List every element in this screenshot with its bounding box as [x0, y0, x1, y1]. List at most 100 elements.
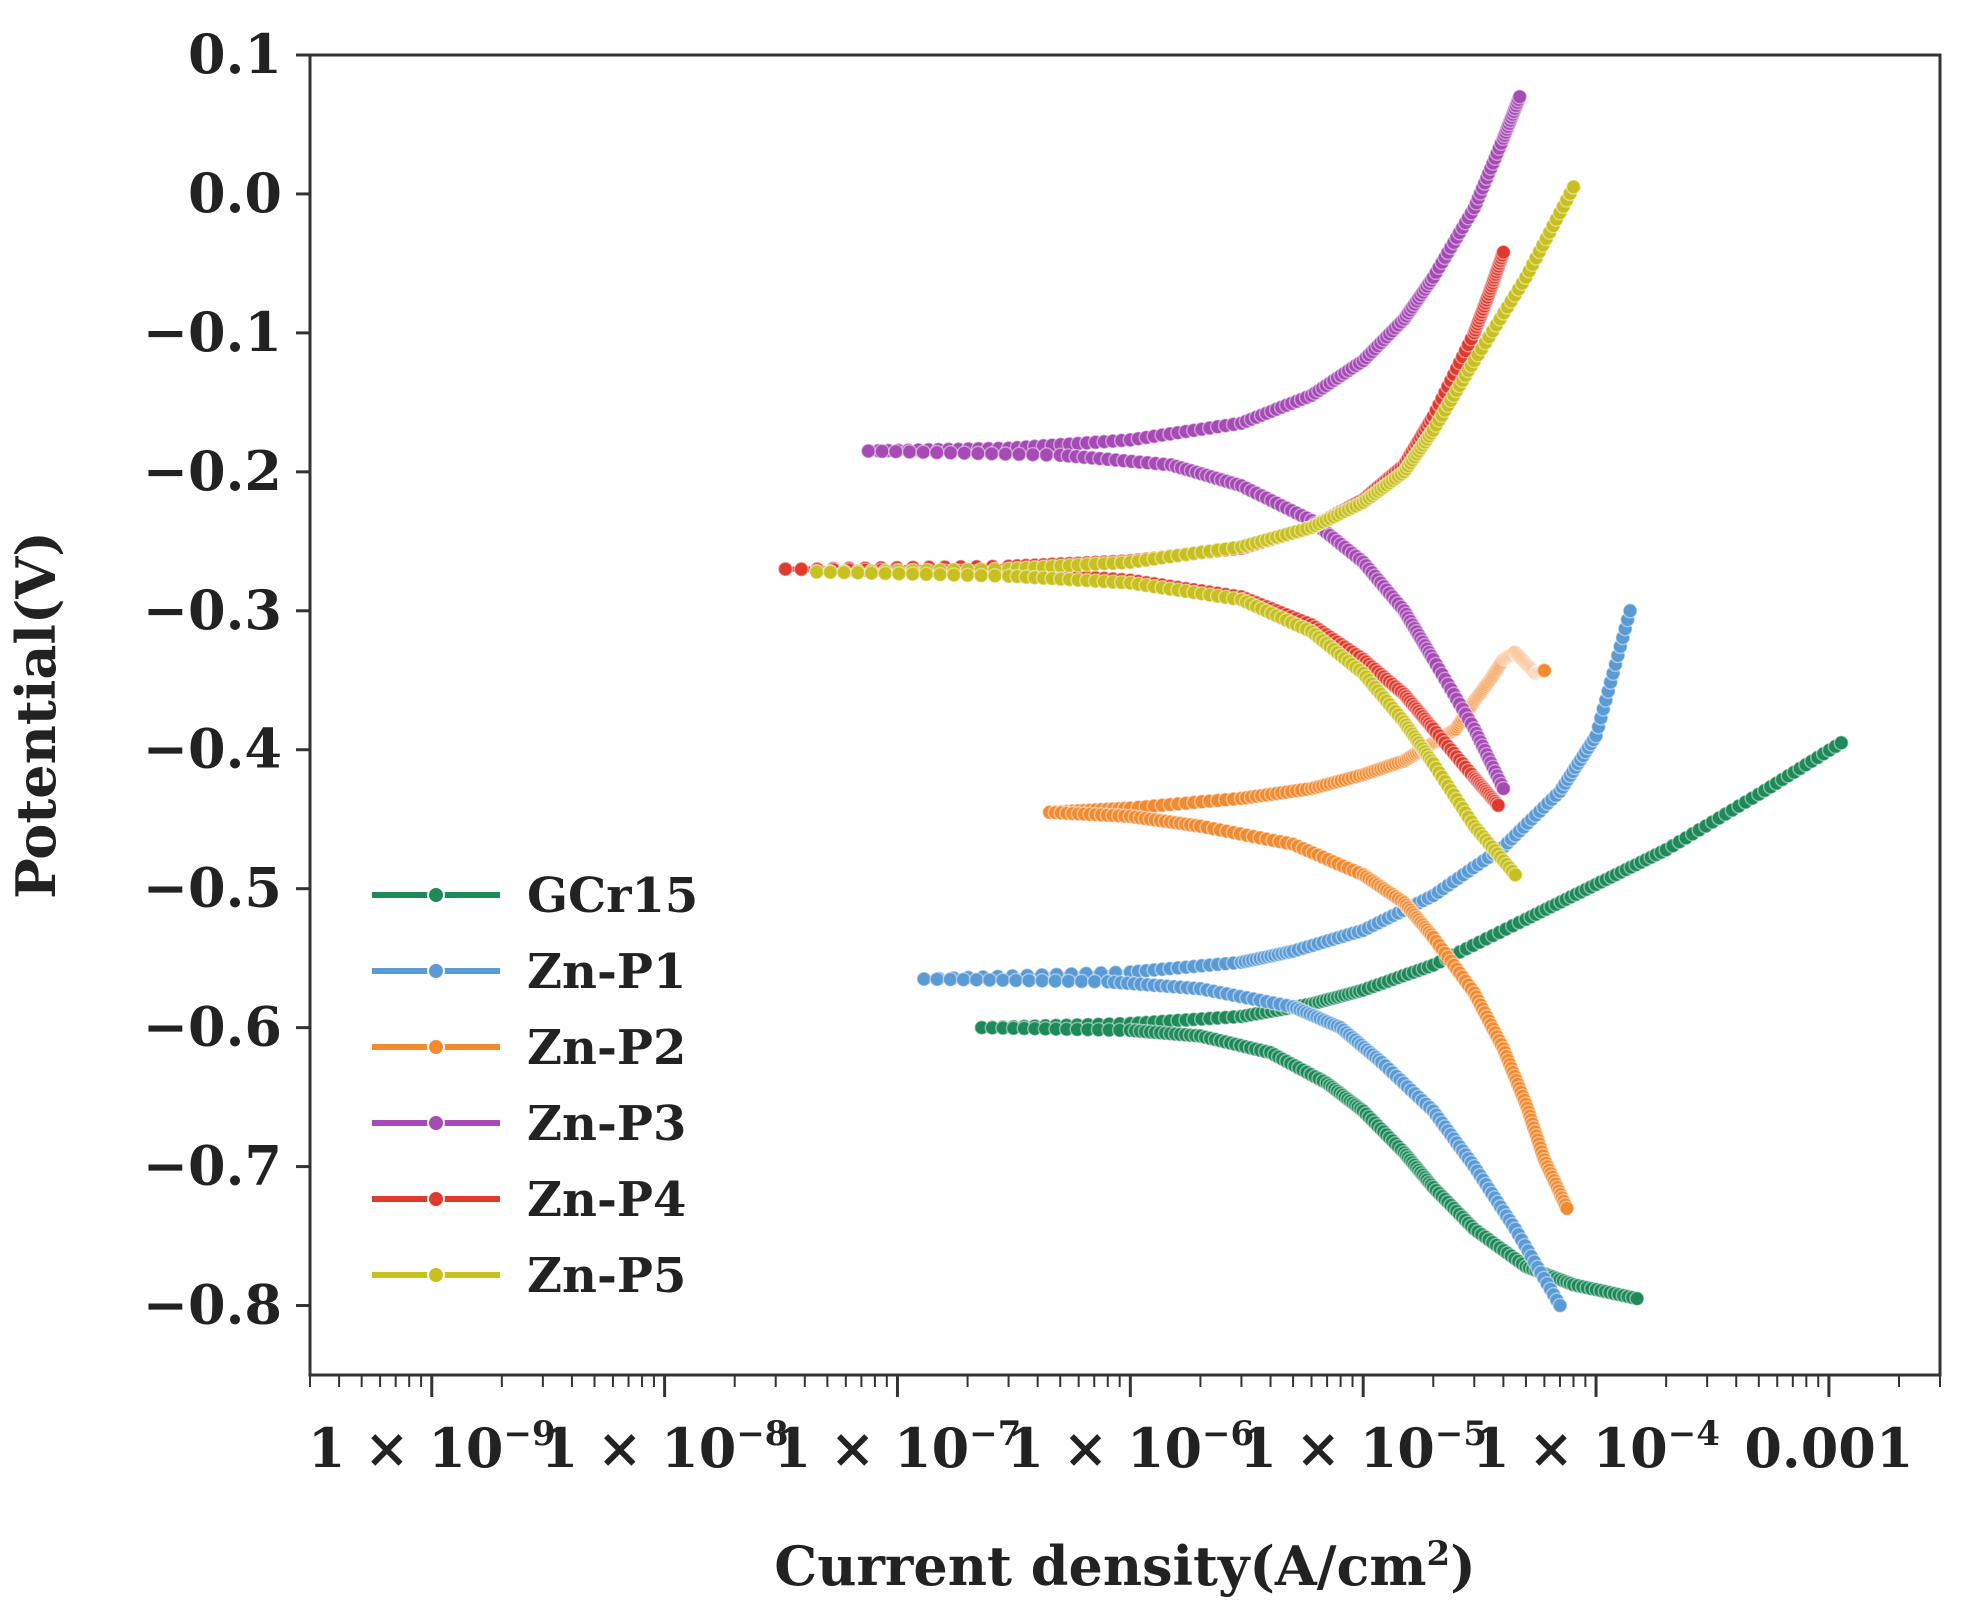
zn-p5-point: [836, 564, 852, 581]
zn-p5-point: [891, 565, 907, 582]
gcr15-point: [1833, 735, 1850, 751]
zn-p3-point: [956, 445, 973, 461]
y-tick-label: −0.7: [143, 1134, 282, 1198]
legend: GCr15 Zn-P1 Zn-P2 Zn-P3 Zn-P4 Zn-P5: [372, 868, 698, 1304]
zn-p1-point: [1021, 972, 1037, 989]
series-zn-p1: [916, 603, 1638, 1314]
zn-p5-point: [808, 564, 825, 580]
zn-p1-point: [1060, 973, 1077, 989]
legend-marker-zn-p3: [427, 1114, 445, 1132]
legend-marker-zn-p2: [427, 1038, 445, 1056]
zn-p3-point: [1025, 446, 1041, 463]
zn-p5-point: [863, 565, 880, 581]
zn-p5-point: [1507, 867, 1524, 883]
x-axis-title: Current density(A/cm2): [774, 1534, 1476, 1598]
zn-p5-point: [918, 566, 935, 583]
zn-p1-point: [1008, 972, 1024, 989]
plot-frame: [308, 53, 1942, 1377]
legend-label-zn-p1: Zn-P1: [527, 944, 686, 1000]
series-zn-p2: [1041, 644, 1575, 1217]
zn-p5-point: [946, 567, 962, 583]
zn-p1-point: [955, 971, 972, 988]
zn-p1-point: [942, 971, 959, 988]
x-tick-exponent: −4: [1668, 1414, 1720, 1454]
legend-label-zn-p5: Zn-P5: [527, 1248, 686, 1304]
zn-p5-point: [959, 567, 976, 583]
x-tick-label: 1 × 10−5: [1239, 1414, 1487, 1480]
zn-p5-point: [822, 564, 839, 580]
zn-p1-point: [981, 972, 998, 988]
zn-p3-point: [915, 444, 931, 460]
zn-p3-point: [942, 445, 959, 461]
y-tick-label: −0.8: [143, 1273, 282, 1337]
zn-p3-point: [929, 444, 945, 461]
y-tick-label: −0.2: [143, 439, 282, 503]
zn-p3-point: [1495, 780, 1512, 797]
y-tick-label: −0.4: [143, 717, 282, 781]
zn-p1-point: [1552, 1297, 1568, 1314]
zn-p1-point: [1086, 973, 1103, 990]
y-tick-label: −0.3: [143, 578, 282, 642]
legend-marker-zn-p1: [427, 962, 445, 980]
legend-label-gcr15: GCr15: [527, 868, 698, 924]
x-tick-exponent: −8: [736, 1414, 788, 1454]
zn-p3-point: [874, 443, 890, 460]
zn-p1-point: [929, 971, 945, 987]
x-tick-label: 1 × 10−8: [541, 1414, 789, 1480]
zn-p1-point: [968, 972, 985, 988]
x-tick-exponent: −5: [1435, 1414, 1487, 1454]
zn-p3-anodic-line: [868, 95, 1523, 454]
y-tick-label: 0.1: [188, 22, 282, 86]
zn-p1-point: [916, 971, 932, 987]
zn-p5-point: [850, 565, 866, 581]
x-tick-label: 1 × 10−4: [1472, 1414, 1720, 1480]
zn-p2-point: [1559, 1200, 1575, 1217]
zn-p1-point: [1622, 603, 1638, 619]
zn-p3-point: [997, 446, 1014, 462]
x-tick-exponent: −7: [969, 1414, 1021, 1454]
zn-p3-point: [1038, 447, 1055, 463]
y-tick-label: −0.6: [143, 995, 282, 1059]
y-axis-title: Potential(V): [4, 531, 68, 899]
series-zn-p5: [808, 179, 1582, 883]
y-tick-label: −0.1: [143, 300, 282, 364]
y-tick-label: −0.5: [143, 856, 282, 920]
zn-p5-point: [904, 566, 921, 582]
gcr15-point: [1629, 1290, 1645, 1307]
x-tick-exponent: −6: [1202, 1414, 1254, 1454]
zn-p3-point: [901, 444, 918, 460]
x-tick-label: 1 × 10−9: [308, 1414, 556, 1480]
zn-p4-point: [777, 561, 794, 577]
legend-marker-zn-p5: [427, 1266, 445, 1284]
zn-p5-point: [973, 567, 989, 584]
zn-p3-point: [1511, 88, 1528, 105]
zn-p4-point: [793, 561, 810, 578]
zn-p3-point: [983, 445, 1000, 462]
zn-p3-point: [888, 443, 904, 460]
x-tick-label: 1 × 10−6: [1006, 1414, 1254, 1480]
zn-p4-point: [1495, 244, 1512, 261]
zn-p4-anodic-line: [785, 251, 1506, 572]
zn-p5-point: [1565, 179, 1582, 195]
zn-p1-point: [1047, 973, 1064, 989]
x-tick-exponent: −9: [503, 1414, 555, 1454]
zn-p5-point: [932, 566, 948, 583]
zn-p3-point: [860, 443, 877, 459]
x-axis-title-sup: 2: [1427, 1534, 1451, 1574]
legend-marker-zn-p4: [427, 1190, 445, 1208]
x-tick-label: 1 × 10−7: [774, 1414, 1022, 1480]
x-axis-title-close: ): [1450, 1534, 1476, 1598]
zn-p4-point: [1490, 797, 1506, 814]
legend-label-zn-p3: Zn-P3: [527, 1096, 686, 1152]
legend-label-zn-p2: Zn-P2: [527, 1020, 686, 1076]
zn-p5-point: [877, 565, 893, 582]
zn-p2-point: [1536, 662, 1553, 679]
legend-label-zn-p4: Zn-P4: [527, 1172, 686, 1228]
zn-p1-point: [995, 972, 1011, 988]
zn-p5-point: [987, 568, 1003, 584]
y-tick-label: 0.0: [188, 161, 282, 225]
zn-p3-point: [1011, 446, 1027, 463]
zn-p1-point: [1073, 973, 1090, 990]
series-zn-p3: [860, 88, 1528, 797]
